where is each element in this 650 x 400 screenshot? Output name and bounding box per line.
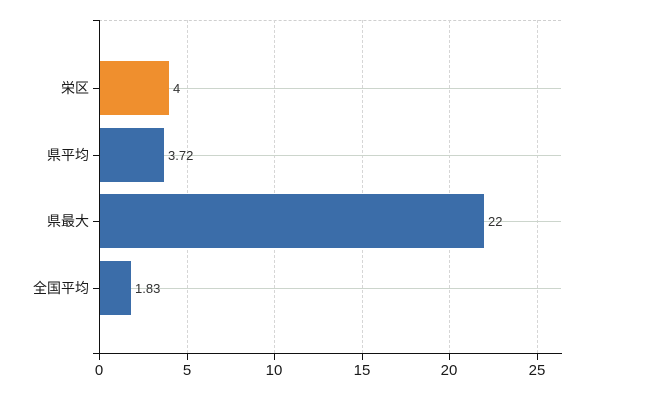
y-axis-tick [93, 288, 99, 289]
x-axis-label: 15 [353, 362, 371, 379]
h-gridline [99, 155, 561, 156]
y-axis-tick [93, 353, 99, 354]
x-axis-tick [449, 354, 450, 360]
y-axis-tick [93, 88, 99, 89]
plot-top-border [99, 20, 561, 21]
x-axis-line [99, 353, 562, 354]
y-axis-tick [93, 20, 99, 21]
x-axis-tick [362, 354, 363, 360]
v-gridline [274, 20, 275, 353]
bar-value-label: 4 [173, 81, 181, 96]
y-axis-tick [93, 155, 99, 156]
bar-value-label: 1.83 [135, 281, 161, 296]
y-axis-line [99, 20, 100, 354]
x-axis-tick [537, 354, 538, 360]
bar-value-label: 3.72 [168, 148, 194, 163]
h-gridline [99, 88, 561, 89]
v-gridline [362, 20, 363, 353]
x-axis-tick [187, 354, 188, 360]
v-gridline [449, 20, 450, 353]
x-axis-tick [274, 354, 275, 360]
x-axis-label: 20 [440, 362, 458, 379]
y-axis-tick [93, 221, 99, 222]
h-gridline [99, 288, 561, 289]
y-axis-label: 県平均 [47, 147, 89, 163]
plot-area: 4 3.72 22 1.83 [99, 20, 561, 353]
chart-bar [99, 261, 131, 315]
y-axis-label: 全国平均 [33, 280, 89, 296]
chart-bar [99, 194, 484, 248]
x-axis-label: 0 [94, 362, 104, 379]
x-axis-tick [99, 354, 100, 360]
chart-bar [99, 61, 169, 115]
v-gridline [187, 20, 188, 353]
x-axis-label: 5 [182, 362, 192, 379]
y-axis-label: 栄区 [61, 80, 89, 96]
bar-value-label: 22 [488, 214, 503, 229]
chart-bar [99, 128, 164, 182]
x-axis-label: 25 [528, 362, 546, 379]
y-axis-label: 県最大 [47, 213, 89, 229]
v-gridline [537, 20, 538, 353]
x-axis-label: 10 [265, 362, 283, 379]
